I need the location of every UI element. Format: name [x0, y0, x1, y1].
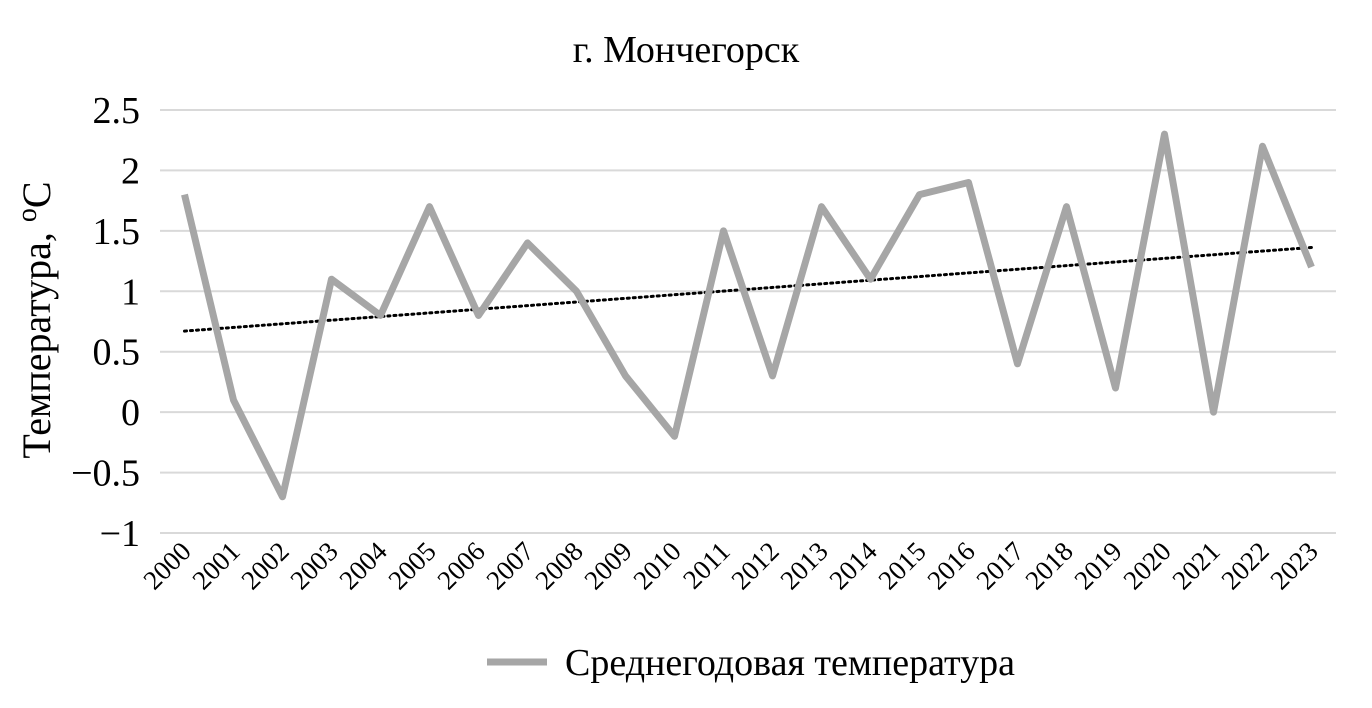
- y-tick-label: 0: [121, 392, 140, 434]
- y-tick-label: 0.5: [93, 332, 141, 374]
- x-tick-label: 2001: [186, 536, 245, 595]
- x-tick-label: 2006: [431, 536, 490, 595]
- x-tick-label: 2003: [284, 536, 343, 595]
- chart-title: г. Мончегорск: [573, 29, 800, 71]
- y-tick-label: −1: [100, 513, 140, 555]
- x-tick-label: 2005: [382, 536, 441, 595]
- y-tick-label: 2.5: [93, 90, 141, 132]
- series-line: [181, 130, 1315, 501]
- y-tick-label: 1: [121, 271, 140, 313]
- x-tick-label: 2010: [627, 536, 686, 595]
- x-tick-label: 2017: [970, 536, 1029, 595]
- x-tick-label: 2007: [480, 536, 539, 595]
- x-tick-label: 2002: [235, 536, 294, 595]
- x-tick-label: 2019: [1068, 536, 1127, 595]
- y-tick-label: −0.5: [71, 453, 140, 495]
- x-tick-label: 2009: [578, 536, 637, 595]
- x-tick-label: 2013: [774, 536, 833, 595]
- x-tick-label: 2018: [1019, 536, 1078, 595]
- x-tick-label: 2023: [1264, 536, 1323, 595]
- x-tick-label: 2015: [872, 536, 931, 595]
- y-tick-label: 2: [121, 150, 140, 192]
- trendline: [183, 245, 1313, 333]
- y-axis-label: Температура, oC: [12, 181, 59, 458]
- x-tick-label: 2016: [921, 536, 980, 595]
- x-tick-label: 2020: [1117, 536, 1176, 595]
- legend: Среднегодовая температура: [487, 642, 1015, 684]
- x-tick-label: 2000: [137, 536, 196, 595]
- x-tick-label: 2022: [1215, 536, 1274, 595]
- legend-label: Среднегодовая температура: [565, 642, 1015, 684]
- x-tick-label: 2011: [677, 536, 736, 595]
- y-tick-label: 1.5: [93, 211, 141, 253]
- x-tick-label: 2004: [333, 536, 393, 596]
- x-tick-label: 2012: [725, 536, 784, 595]
- x-tick-label: 2014: [823, 536, 883, 596]
- x-tick-label: 2008: [529, 536, 588, 595]
- x-tick-label: 2021: [1166, 536, 1225, 595]
